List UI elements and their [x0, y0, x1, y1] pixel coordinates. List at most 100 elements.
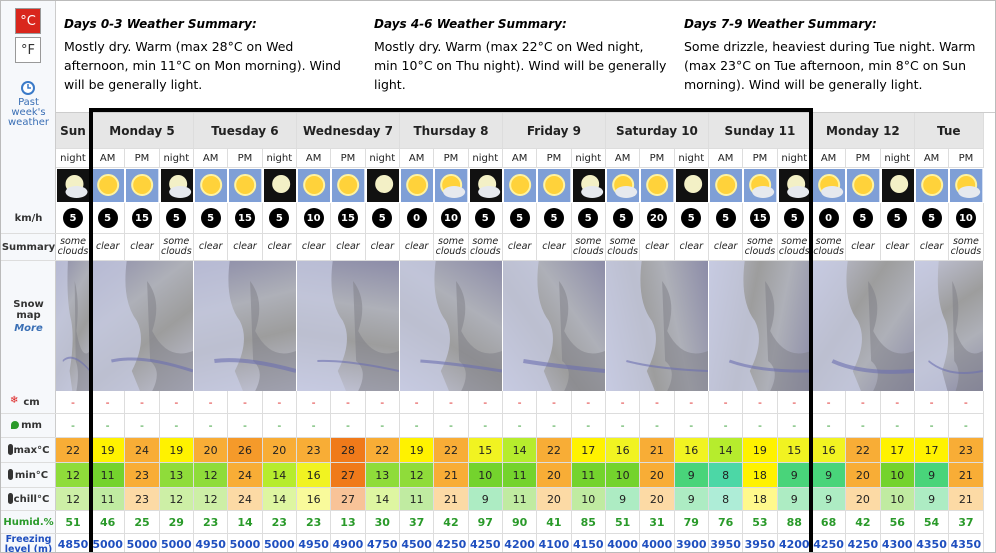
humidity: 37	[399, 511, 435, 534]
snow-cell: -	[91, 391, 126, 414]
period-label: AM	[296, 149, 332, 168]
max-temp: 17	[571, 438, 606, 463]
humidity: 41	[537, 511, 572, 534]
chill-temp: 12	[56, 488, 91, 511]
row-label: Summary	[1, 234, 56, 261]
wind-cell: 5	[846, 203, 881, 234]
freezing-level: 5000	[263, 534, 297, 552]
more-link[interactable]: More	[14, 322, 43, 334]
freezing-level: 3950	[743, 534, 778, 552]
min-temp: 13	[365, 463, 400, 488]
day-header: Sun	[56, 113, 91, 149]
weather-icon	[194, 169, 228, 202]
period-label: PM	[846, 149, 881, 168]
weather-icon	[778, 169, 811, 202]
chill-temp: 20	[640, 488, 675, 511]
weather-icon	[400, 169, 434, 202]
min-temp: 23	[125, 463, 160, 488]
period-label: PM	[228, 149, 263, 168]
max-temp: 15	[777, 438, 812, 463]
weather-summary: Days 4-6 Weather Summary: Mostly dry. War…	[374, 17, 669, 94]
wind-speed: 10	[955, 208, 976, 228]
chill-temp: 20	[537, 488, 572, 511]
wind-cell: 5	[708, 203, 744, 234]
period-label: PM	[125, 149, 160, 168]
thermo-icon	[8, 493, 13, 504]
rain-cell: -	[228, 414, 263, 438]
wind-speed: 5	[612, 208, 633, 228]
weather-icon	[297, 169, 331, 202]
sky-summary: clear	[125, 234, 160, 261]
sky-summary: some clouds	[468, 234, 503, 261]
freezing-level: 4950	[297, 534, 332, 552]
chill-temp: 12	[159, 488, 194, 511]
summary-text: Mostly dry. Warm (max 28°C on Wed aftern…	[64, 39, 341, 92]
humidity: 23	[262, 511, 297, 534]
day-header: Monday 5	[91, 113, 194, 149]
snow-cell: -	[708, 391, 744, 414]
humidity: 51	[56, 511, 91, 534]
rain-cell: -	[914, 414, 950, 438]
min-temp: 20	[846, 463, 881, 488]
snow-cell: -	[674, 391, 709, 414]
weather-icon	[92, 169, 125, 202]
sky-summary: clear	[331, 234, 366, 261]
fahrenheit-button[interactable]: °F	[15, 37, 41, 63]
chill-temp: 21	[434, 488, 469, 511]
wind-cell: 10	[434, 203, 469, 234]
snow-map	[914, 261, 984, 391]
weather-icon	[641, 169, 674, 202]
min-temp: 10	[468, 463, 503, 488]
period-label: night	[365, 149, 400, 168]
wind-speed: 5	[200, 208, 221, 228]
sky-summary: clear	[262, 234, 297, 261]
rain-cell: -	[811, 414, 847, 438]
row-label: cm	[1, 391, 56, 414]
thermo-icon	[8, 469, 13, 480]
period-label: AM	[708, 149, 744, 168]
humidity: 79	[674, 511, 709, 534]
freezing-level: 3900	[675, 534, 709, 552]
period-label: night	[571, 149, 606, 168]
sky-summary: clear	[296, 234, 332, 261]
rain-cell: -	[125, 414, 160, 438]
day-header: Saturday 10	[605, 113, 709, 149]
rain-cell: -	[56, 414, 91, 438]
sky-summary: some clouds	[159, 234, 194, 261]
min-temp: 16	[296, 463, 332, 488]
period-label: night	[777, 149, 812, 168]
wind-speed: 5	[166, 208, 187, 228]
past-weather-link[interactable]: Past week's weather	[8, 97, 49, 128]
min-temp: 11	[91, 463, 126, 488]
humidity: 14	[228, 511, 263, 534]
humidity: 88	[777, 511, 812, 534]
snow-cell: -	[537, 391, 572, 414]
sky-summary: clear	[502, 234, 538, 261]
humidity: 42	[846, 511, 881, 534]
max-temp: 26	[228, 438, 263, 463]
min-temp: 11	[571, 463, 606, 488]
wind-cell: 5	[605, 203, 641, 234]
snow-map	[296, 261, 400, 391]
snow-cell: -	[640, 391, 675, 414]
snow-cell: -	[365, 391, 400, 414]
freezing-level: 4250	[812, 534, 847, 552]
weather-icon	[709, 169, 743, 202]
rain-cell: -	[399, 414, 435, 438]
humidity: 31	[640, 511, 675, 534]
weather-icon	[435, 169, 468, 202]
freezing-level: 4950	[194, 534, 229, 552]
weather-icon	[675, 169, 708, 202]
snow-cell: -	[605, 391, 641, 414]
chill-temp: 27	[331, 488, 366, 511]
freezing-level: 4750	[366, 534, 400, 552]
period-label: AM	[91, 149, 126, 168]
wind-speed: 15	[337, 208, 358, 228]
row-label: max°C	[1, 438, 56, 463]
celsius-button[interactable]: °C	[15, 8, 41, 34]
wind-speed: 15	[131, 208, 152, 228]
snow-map	[811, 261, 915, 391]
row-label: km/h	[1, 203, 56, 234]
rain-cell: -	[571, 414, 606, 438]
